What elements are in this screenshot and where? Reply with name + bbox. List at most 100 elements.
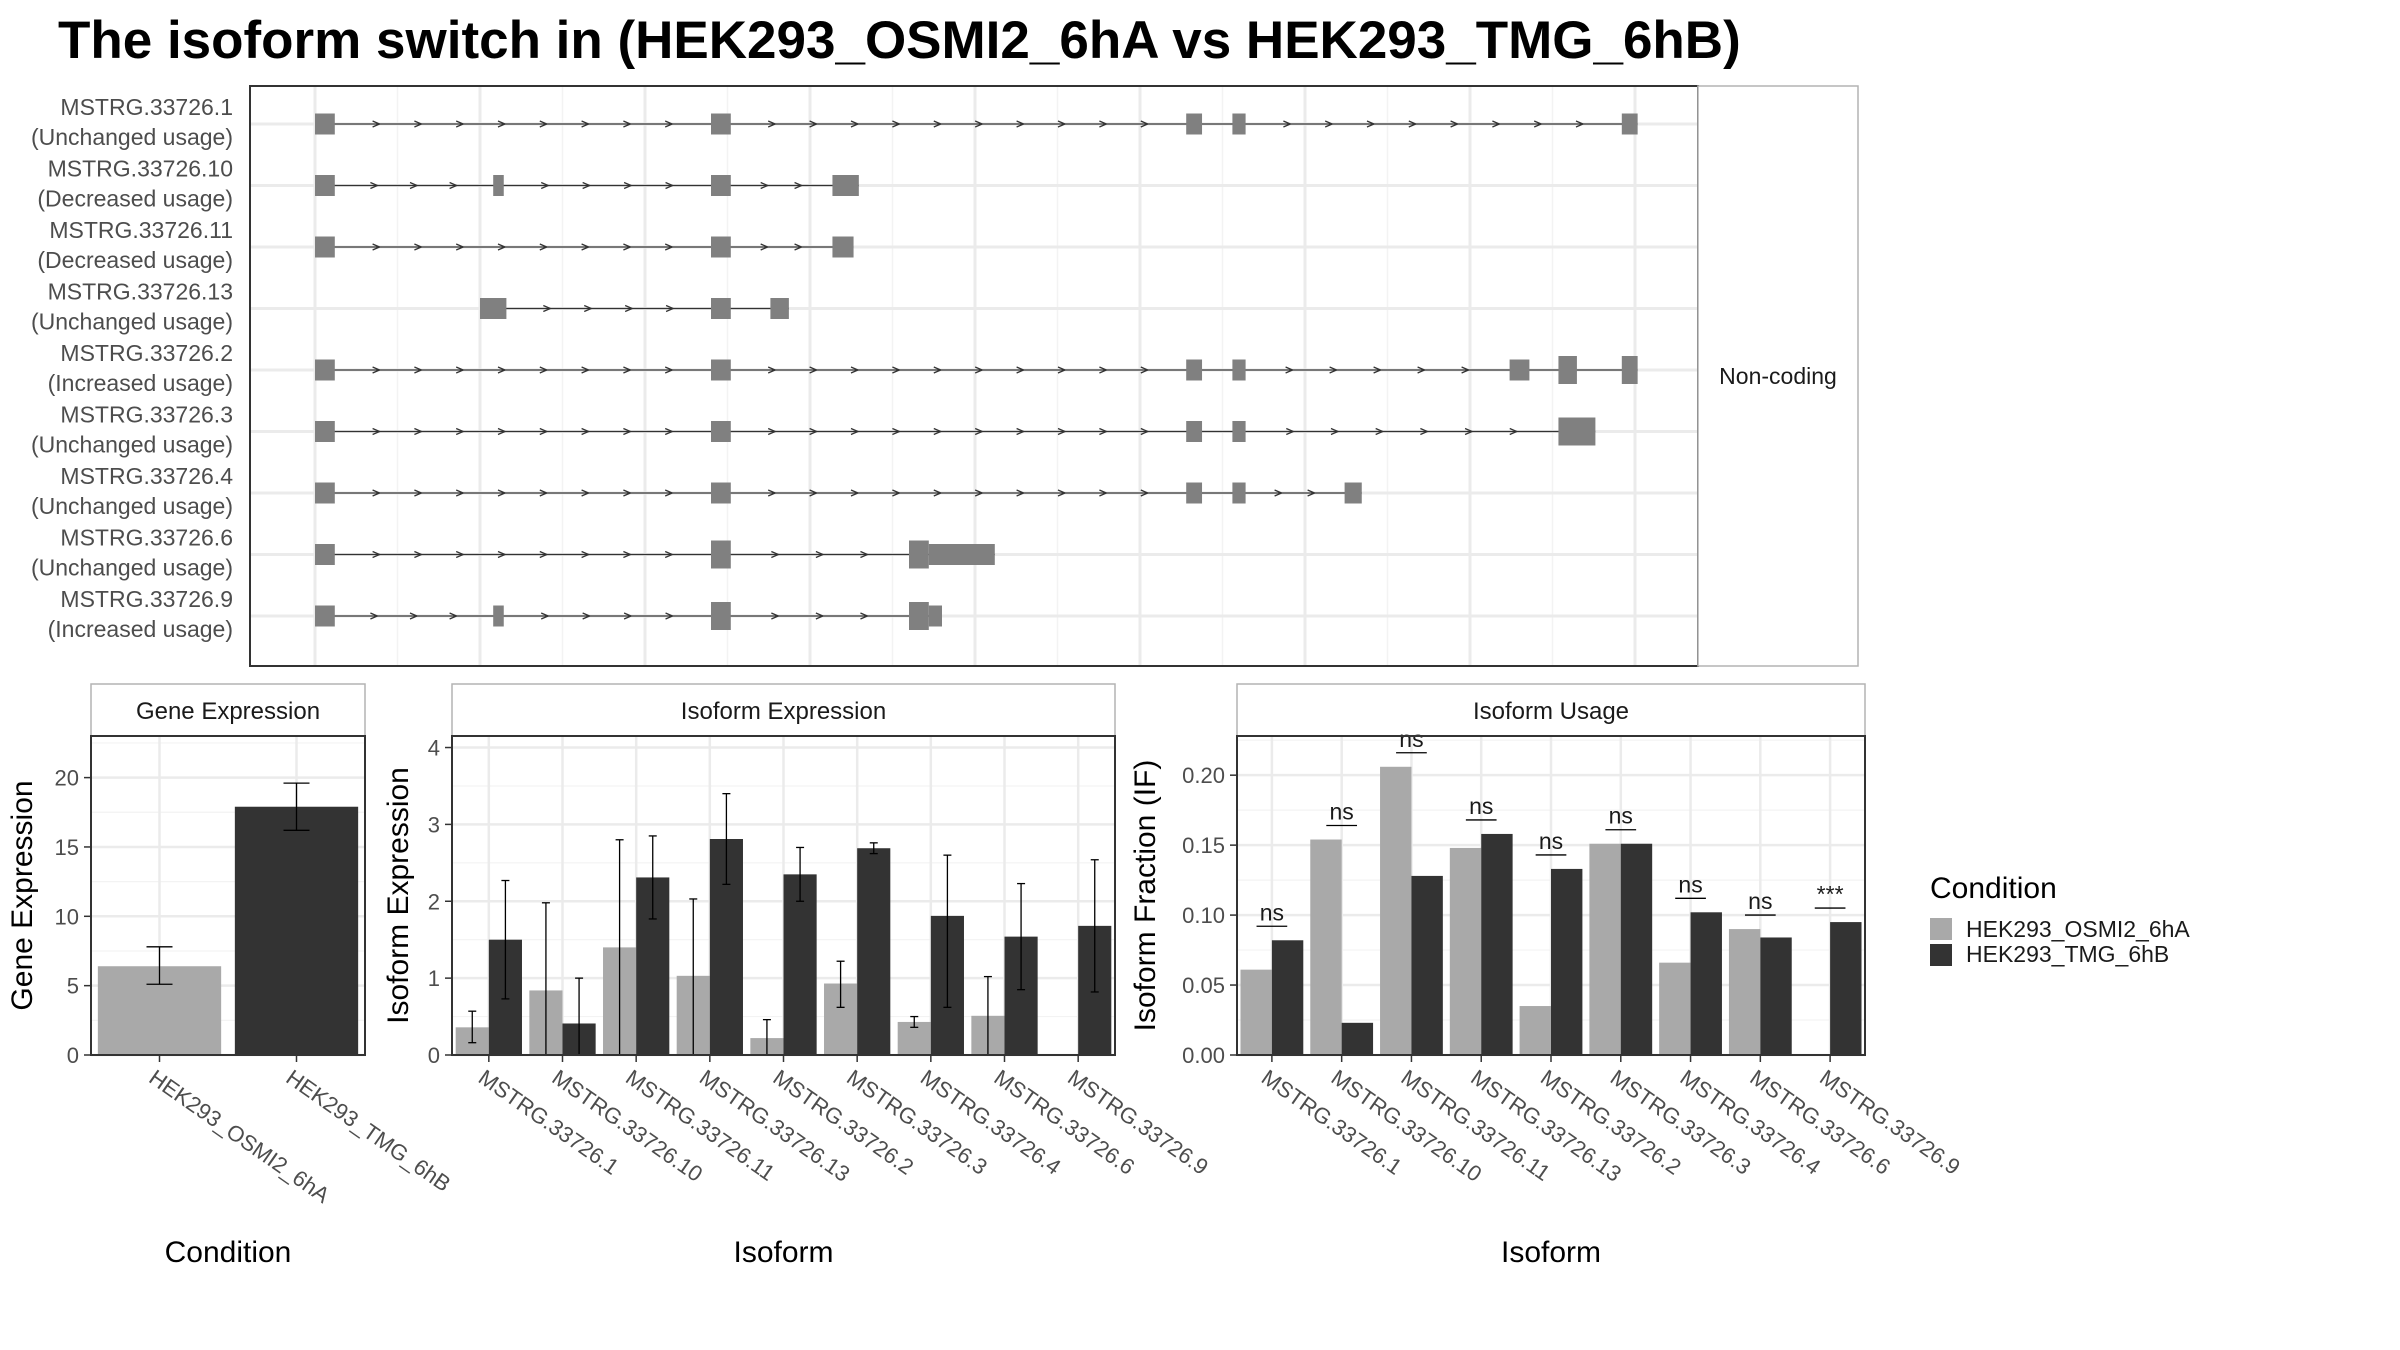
exon-block — [711, 175, 731, 196]
non-coding-label: Non-coding — [1719, 363, 1837, 389]
strand-arrow — [1373, 366, 1383, 374]
strand-arrow — [1099, 489, 1109, 497]
exon-block — [1232, 421, 1246, 442]
strand-arrow — [497, 366, 507, 374]
strand-arrow — [1533, 120, 1543, 128]
strand-arrow — [1140, 489, 1150, 497]
strand-arrow — [455, 489, 465, 497]
strand-arrow — [665, 304, 675, 313]
strand-arrow — [455, 243, 465, 251]
y-axis-title: Isoform Fraction (IF) — [1129, 760, 1162, 1032]
transcript-id-label: MSTRG.33726.2 — [60, 340, 233, 366]
strand-arrow — [623, 366, 633, 374]
y-axis-title: Isoform Expression — [382, 767, 415, 1024]
exon-block — [1186, 113, 1203, 135]
panel-strip — [451, 683, 1116, 737]
strand-arrow — [1099, 366, 1109, 374]
transcript-usage-label: (Decreased usage) — [37, 186, 233, 212]
bar — [1589, 843, 1621, 1055]
strand-arrow — [1285, 366, 1295, 374]
strand-arrow — [809, 427, 819, 436]
exon-block — [1509, 359, 1530, 381]
exon-block — [315, 421, 335, 442]
legend-label-condition-b: HEK293_TMG_6hB — [1966, 941, 2169, 967]
y-tick-label: 2 — [428, 889, 440, 914]
strand-arrow — [581, 243, 591, 251]
exon-block — [711, 113, 731, 135]
bar — [1380, 766, 1412, 1055]
strand-arrow — [1450, 120, 1460, 128]
bar — [234, 806, 359, 1055]
strand-arrow — [414, 550, 424, 559]
isoform-usage-panel: Isoform Usage ns ns ns ns ns ns ns ns *** 0.00 0.05… — [1129, 683, 1965, 1269]
transcript-row: MSTRG.33726.13 (Unchanged usage) — [31, 279, 789, 335]
transcript-row: MSTRG.33726.11 (Decreased usage) — [37, 217, 854, 273]
strand-arrow — [1286, 427, 1295, 436]
exon-block — [1232, 482, 1246, 504]
transcript-id-label: MSTRG.33726.3 — [60, 402, 233, 428]
strand-arrow — [372, 427, 382, 436]
strand-arrow — [372, 243, 382, 251]
strand-arrow — [1057, 427, 1067, 436]
strand-arrow — [1492, 120, 1502, 128]
strand-arrow — [771, 550, 781, 559]
strand-arrow — [623, 120, 633, 128]
bar — [1620, 843, 1653, 1055]
y-tick-label: 0.05 — [1182, 973, 1225, 998]
strand-arrow — [372, 120, 382, 128]
strand-arrow — [623, 489, 633, 497]
significance-label: ns — [1260, 899, 1284, 925]
strand-arrow — [455, 550, 465, 559]
strand-arrow — [539, 427, 549, 436]
strand-arrow — [794, 243, 804, 251]
strand-arrow — [497, 427, 507, 436]
transcript-row: MSTRG.33726.4 (Unchanged usage) — [31, 463, 1362, 519]
strand-arrow — [664, 427, 674, 436]
exon-block — [1186, 482, 1203, 504]
strand-arrow — [581, 366, 591, 374]
strand-arrow — [809, 366, 819, 374]
strand-arrow — [414, 489, 424, 497]
strand-arrow — [892, 427, 902, 436]
strand-arrow — [414, 120, 424, 128]
exon-block — [1232, 113, 1246, 135]
strand-arrow — [974, 489, 984, 497]
strand-arrow — [1375, 427, 1385, 436]
strand-arrow — [624, 304, 634, 313]
strand-arrow — [1575, 120, 1585, 128]
y-tick-label: 0.00 — [1182, 1043, 1225, 1068]
exon-block — [315, 605, 335, 627]
transcript-structure-panel: MSTRG.33726.1(Unchanged usage) MSTRG.3372… — [31, 85, 1859, 667]
strand-arrow — [664, 243, 674, 251]
bar — [783, 874, 817, 1055]
bar — [1728, 929, 1761, 1055]
exon-block — [1344, 482, 1362, 504]
strand-arrow — [497, 120, 507, 128]
significance-label: ns — [1399, 726, 1423, 752]
strand-arrow — [809, 489, 819, 497]
bar — [1271, 940, 1304, 1055]
strand-arrow — [933, 489, 943, 497]
strand-arrow — [372, 550, 382, 559]
exon-block — [909, 602, 929, 630]
exon-block — [909, 540, 929, 569]
transcript-id-label: MSTRG.33726.11 — [49, 217, 233, 243]
bar — [857, 848, 891, 1055]
strand-arrow — [582, 181, 592, 190]
strand-arrow — [1330, 427, 1340, 436]
exon-block — [711, 540, 731, 569]
bar — [1341, 1022, 1374, 1055]
y-tick-label: 0 — [67, 1043, 79, 1068]
y-tick-label: 15 — [55, 835, 79, 860]
strand-arrow — [1509, 427, 1519, 436]
bar — [1310, 839, 1342, 1055]
strand-arrow — [1099, 427, 1109, 436]
transcript-usage-label: (Decreased usage) — [37, 247, 233, 273]
transcript-row: MSTRG.33726.1 (Unchanged usage) — [31, 94, 1638, 150]
bar — [1760, 937, 1792, 1055]
exon-block — [832, 175, 859, 196]
exon-block — [1186, 421, 1203, 442]
transcript-id-label: MSTRG.33726.6 — [60, 525, 233, 551]
strand-arrow — [1420, 427, 1430, 436]
bar — [1551, 868, 1583, 1055]
